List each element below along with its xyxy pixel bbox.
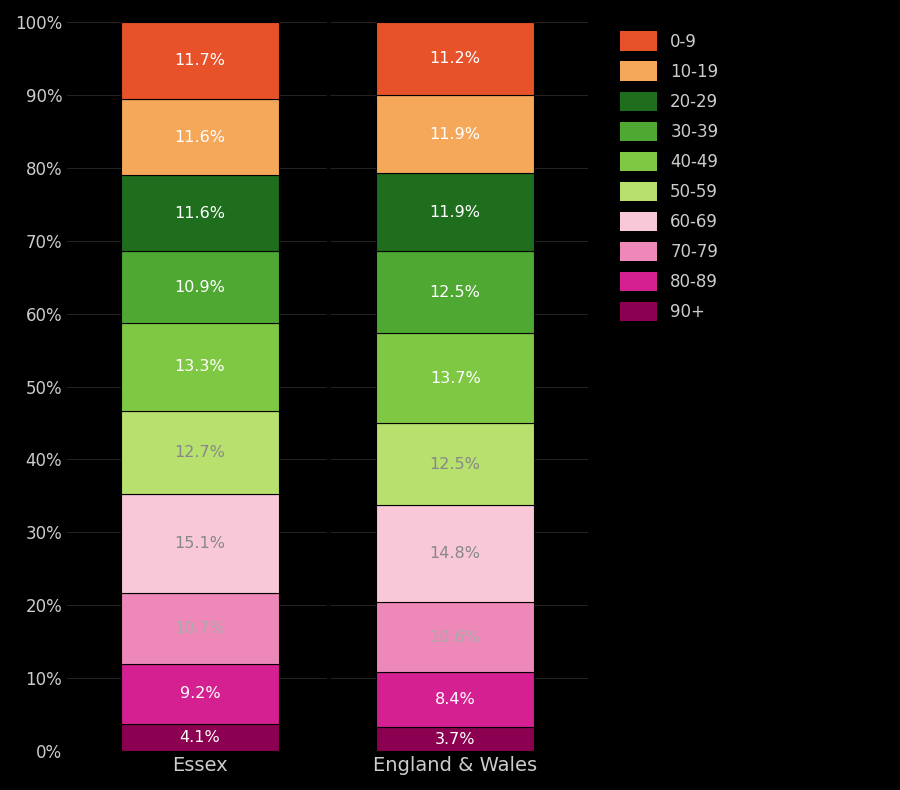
Bar bbox=[121, 724, 279, 751]
Bar bbox=[376, 22, 535, 96]
Bar bbox=[121, 664, 279, 724]
Legend: 0-9, 10-19, 20-29, 30-39, 40-49, 50-59, 60-69, 70-79, 80-89, 90+: 0-9, 10-19, 20-29, 30-39, 40-49, 50-59, … bbox=[612, 23, 726, 329]
Bar bbox=[376, 423, 535, 506]
Bar bbox=[121, 494, 279, 593]
Bar bbox=[376, 96, 535, 174]
Bar bbox=[376, 251, 535, 333]
Text: 3.7%: 3.7% bbox=[435, 732, 475, 747]
Bar bbox=[121, 593, 279, 664]
Text: 14.8%: 14.8% bbox=[429, 546, 481, 561]
Bar bbox=[376, 727, 535, 751]
Bar bbox=[121, 99, 279, 175]
Text: 11.6%: 11.6% bbox=[175, 206, 225, 221]
Bar bbox=[376, 672, 535, 727]
Text: 4.1%: 4.1% bbox=[179, 730, 220, 745]
Text: 12.7%: 12.7% bbox=[175, 445, 225, 460]
Bar bbox=[376, 602, 535, 672]
Text: 8.4%: 8.4% bbox=[435, 692, 475, 707]
Text: 12.5%: 12.5% bbox=[429, 457, 481, 472]
Text: 9.2%: 9.2% bbox=[180, 687, 220, 702]
Text: 10.7%: 10.7% bbox=[175, 621, 225, 636]
Bar bbox=[376, 506, 535, 602]
Text: 11.7%: 11.7% bbox=[175, 53, 225, 68]
Text: 11.6%: 11.6% bbox=[175, 130, 225, 145]
Text: 11.2%: 11.2% bbox=[429, 51, 481, 66]
Bar bbox=[121, 411, 279, 494]
Bar bbox=[121, 251, 279, 323]
Text: 11.9%: 11.9% bbox=[429, 205, 481, 220]
Text: 12.5%: 12.5% bbox=[429, 285, 481, 300]
Text: 10.6%: 10.6% bbox=[429, 630, 481, 645]
Text: 15.1%: 15.1% bbox=[175, 536, 225, 551]
Bar bbox=[121, 22, 279, 99]
Text: 13.7%: 13.7% bbox=[430, 371, 481, 386]
Bar bbox=[121, 323, 279, 411]
Text: 10.9%: 10.9% bbox=[175, 280, 225, 295]
Bar bbox=[121, 175, 279, 251]
Text: 11.9%: 11.9% bbox=[429, 127, 481, 142]
Text: 13.3%: 13.3% bbox=[175, 359, 225, 374]
Bar bbox=[376, 174, 535, 251]
Bar bbox=[376, 333, 535, 423]
